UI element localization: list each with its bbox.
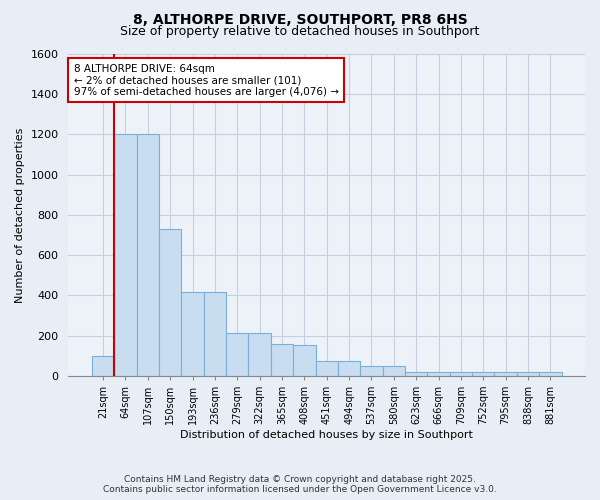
Bar xyxy=(159,229,181,376)
Text: Size of property relative to detached houses in Southport: Size of property relative to detached ho… xyxy=(121,25,479,38)
Text: 8, ALTHORPE DRIVE, SOUTHPORT, PR8 6HS: 8, ALTHORPE DRIVE, SOUTHPORT, PR8 6HS xyxy=(133,12,467,26)
Bar xyxy=(517,372,539,376)
Bar xyxy=(539,372,562,376)
Bar xyxy=(92,356,114,376)
Bar xyxy=(494,372,517,376)
Text: Contains HM Land Registry data © Crown copyright and database right 2025.
Contai: Contains HM Land Registry data © Crown c… xyxy=(103,474,497,494)
Bar xyxy=(427,372,450,376)
Bar xyxy=(383,366,405,376)
Bar xyxy=(248,332,271,376)
X-axis label: Distribution of detached houses by size in Southport: Distribution of detached houses by size … xyxy=(180,430,473,440)
Bar xyxy=(114,134,137,376)
Bar xyxy=(181,292,204,376)
Bar xyxy=(450,372,472,376)
Bar xyxy=(338,361,360,376)
Bar xyxy=(204,292,226,376)
Bar xyxy=(472,372,494,376)
Bar xyxy=(293,344,316,376)
Bar xyxy=(226,332,248,376)
Bar xyxy=(360,366,383,376)
Bar xyxy=(316,361,338,376)
Bar xyxy=(137,134,159,376)
Text: 8 ALTHORPE DRIVE: 64sqm
← 2% of detached houses are smaller (101)
97% of semi-de: 8 ALTHORPE DRIVE: 64sqm ← 2% of detached… xyxy=(74,64,338,97)
Bar xyxy=(271,344,293,376)
Bar xyxy=(405,372,427,376)
Y-axis label: Number of detached properties: Number of detached properties xyxy=(15,128,25,302)
